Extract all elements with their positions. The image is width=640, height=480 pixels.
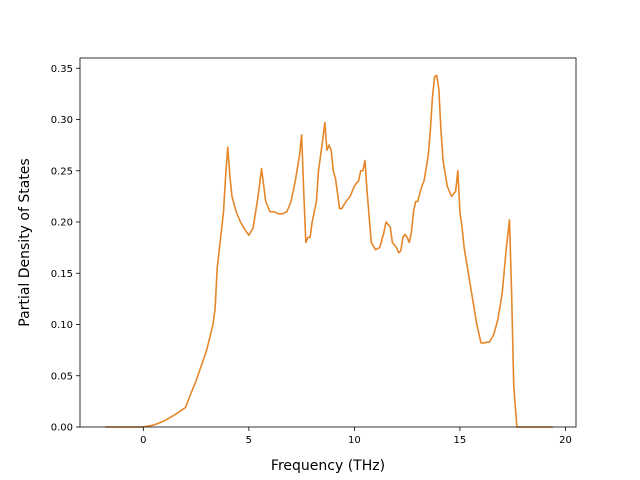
y-axis-ticks: 0.00 0.05 0.10 0.15 0.20 0.25 0.30 0.35 <box>51 64 80 434</box>
y-tick-label: 0.15 <box>51 269 73 280</box>
y-tick-label: 0.35 <box>51 64 73 75</box>
x-tick-label: 10 <box>348 435 361 446</box>
plot-frame <box>79 57 577 428</box>
y-axis-label: Partial Density of States <box>17 158 33 326</box>
y-tick-label: 0.25 <box>51 166 73 177</box>
series-line <box>105 74 553 428</box>
y-tick-label: 0.20 <box>51 218 73 229</box>
x-tick-label: 0 <box>140 435 146 446</box>
plot-content <box>105 74 553 428</box>
y-tick-label: 0.00 <box>51 423 73 434</box>
y-tick-label: 0.30 <box>51 115 73 126</box>
x-tick-label: 5 <box>246 435 252 446</box>
y-tick-label: 0.10 <box>51 320 73 331</box>
plot-area-background <box>80 58 576 427</box>
x-tick-label: 15 <box>454 435 467 446</box>
y-tick-label: 0.05 <box>51 371 73 382</box>
x-axis-ticks: 0 5 10 15 20 <box>140 427 572 446</box>
x-axis-label: Frequency (THz) <box>271 458 385 474</box>
x-tick-label: 20 <box>559 435 572 446</box>
